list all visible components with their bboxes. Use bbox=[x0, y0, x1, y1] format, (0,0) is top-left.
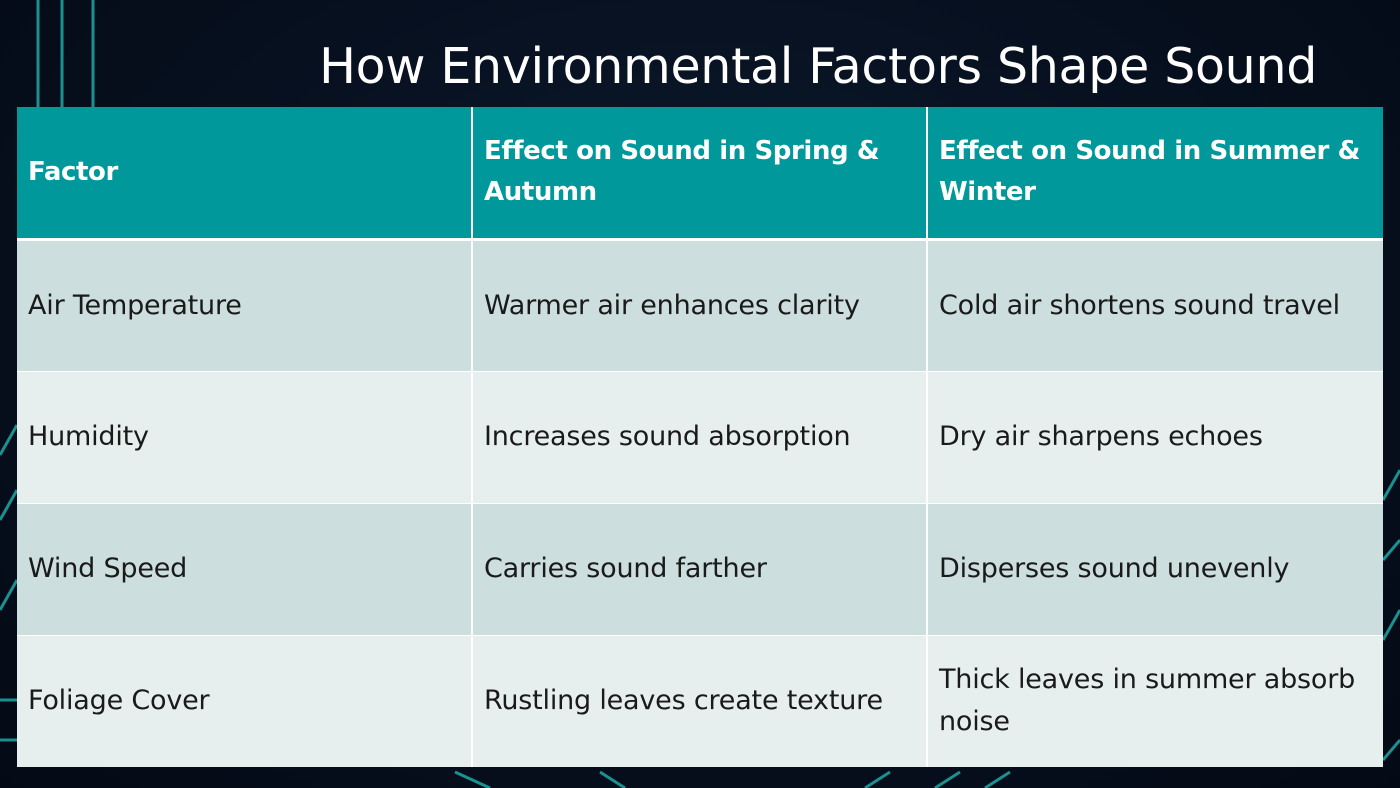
spring-autumn-cell: Increases sound absorption bbox=[472, 370, 928, 503]
table-row: Air Temperature Warmer air enhances clar… bbox=[17, 238, 1383, 371]
column-header-factor: Factor bbox=[17, 107, 473, 241]
column-header-summer-winter: Effect on Sound in Summer & Winter bbox=[927, 107, 1383, 241]
slide-title: How Environmental Factors Shape Sound bbox=[319, 38, 1317, 95]
table-row: Humidity Increases sound absorption Dry … bbox=[17, 370, 1383, 503]
factors-table: Factor Effect on Sound in Spring & Autum… bbox=[17, 107, 1383, 767]
summer-winter-cell: Cold air shortens sound travel bbox=[927, 238, 1383, 371]
column-header-spring-autumn: Effect on Sound in Spring & Autumn bbox=[472, 107, 928, 241]
factor-cell: Air Temperature bbox=[17, 238, 473, 371]
summer-winter-cell: Dry air sharpens echoes bbox=[927, 370, 1383, 503]
table-row: Foliage Cover Rustling leaves create tex… bbox=[17, 634, 1383, 767]
factor-cell: Foliage Cover bbox=[17, 634, 473, 767]
table-row: Wind Speed Carries sound farther Dispers… bbox=[17, 502, 1383, 635]
spring-autumn-cell: Rustling leaves create texture bbox=[472, 634, 928, 767]
summer-winter-cell: Disperses sound unevenly bbox=[927, 502, 1383, 635]
factor-cell: Humidity bbox=[17, 370, 473, 503]
factor-cell: Wind Speed bbox=[17, 502, 473, 635]
table-header-row: Factor Effect on Sound in Spring & Autum… bbox=[17, 107, 1383, 241]
spring-autumn-cell: Carries sound farther bbox=[472, 502, 928, 635]
summer-winter-cell: Thick leaves in summer absorb noise bbox=[927, 634, 1383, 767]
spring-autumn-cell: Warmer air enhances clarity bbox=[472, 238, 928, 371]
